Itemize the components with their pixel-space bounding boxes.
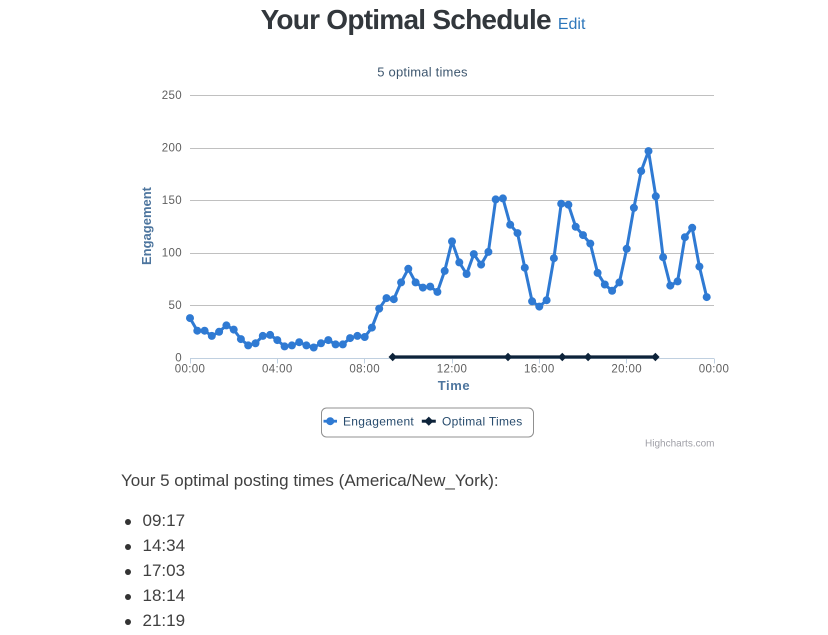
svg-text:Engagement: Engagement (139, 186, 154, 265)
svg-text:Engagement: Engagement (343, 414, 414, 428)
svg-text:50: 50 (169, 300, 183, 312)
svg-text:04:00: 04:00 (262, 363, 293, 375)
svg-text:200: 200 (162, 143, 182, 155)
svg-text:08:00: 08:00 (349, 363, 380, 375)
svg-text:Time: Time (438, 378, 471, 393)
svg-text:00:00: 00:00 (699, 363, 730, 375)
svg-text:Highcharts.com: Highcharts.com (645, 438, 714, 449)
svg-text:100: 100 (162, 248, 182, 260)
svg-text:Optimal Times: Optimal Times (442, 414, 523, 428)
svg-text:250: 250 (162, 90, 182, 102)
svg-text:150: 150 (162, 195, 182, 207)
svg-text:5 optimal times: 5 optimal times (377, 65, 468, 80)
svg-text:16:00: 16:00 (524, 363, 555, 375)
svg-text:12:00: 12:00 (437, 363, 468, 375)
svg-text:0: 0 (175, 353, 182, 365)
svg-text:20:00: 20:00 (611, 363, 642, 375)
svg-text:00:00: 00:00 (175, 363, 206, 375)
